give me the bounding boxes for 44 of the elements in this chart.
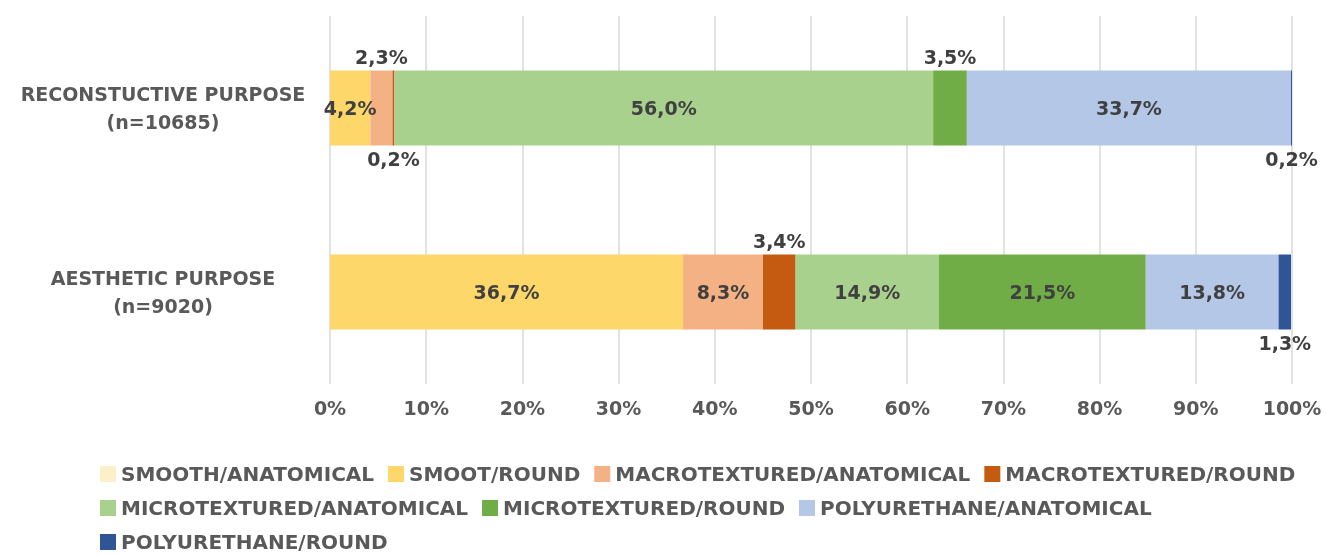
x-tick-label: 20% [499, 396, 546, 419]
x-tick-label: 80% [1076, 396, 1123, 419]
x-tick-label: 40% [692, 396, 738, 419]
legend-label: POLYURETHANE/ANATOMICAL [820, 496, 1152, 520]
legend-label: MACROTEXTURED/ROUND [1005, 462, 1296, 486]
bar [795, 254, 939, 330]
data-label: 56,0% [630, 97, 697, 119]
bar [1278, 254, 1292, 330]
x-tick-label: 30% [595, 396, 642, 419]
data-label: 3,4% [752, 230, 806, 252]
y-tick-label: RECONSTUCTIVE PURPOSE (n=10685) [20, 83, 306, 133]
x-tick-label: 50% [788, 396, 834, 419]
x-tick-label: 60% [884, 396, 930, 419]
bar [330, 254, 684, 330]
x-tick-label: 70% [980, 396, 1027, 419]
x-tick-label: 90% [1173, 396, 1219, 419]
legend-label: MICROTEXTURED/ANATOMICAL [121, 496, 469, 520]
legend-label: SMOOT/ROUND [409, 462, 581, 486]
bar [933, 70, 967, 146]
bar [394, 70, 934, 146]
x-tick-label: 100% [1262, 396, 1322, 419]
data-label: 36,7% [473, 281, 540, 303]
y-tick-label: AESTHETIC PURPOSE (n=9020) [50, 267, 276, 317]
data-label: 13,8% [1179, 281, 1246, 303]
data-label: 3,5% [923, 46, 977, 68]
legend-label: POLYURETHANE/ROUND [121, 530, 388, 554]
data-label: 8,3% [696, 281, 750, 303]
legend-label: SMOOTH/ANATOMICAL [121, 462, 375, 486]
legend-label: MACROTEXTURED/ANATOMICAL [615, 462, 971, 486]
bar [938, 254, 1146, 330]
bar [762, 254, 796, 330]
bar [966, 70, 1292, 146]
data-label: 0,2% [1265, 148, 1318, 170]
bar [1145, 254, 1279, 330]
x-tick-label: 0% [313, 396, 347, 419]
data-label: 21,5% [1009, 281, 1076, 303]
legend-label: MICROTEXTURED/ROUND [503, 496, 786, 520]
data-label: 2,3% [355, 46, 408, 68]
x-tick-label: 10% [403, 396, 449, 419]
bar [683, 254, 763, 330]
data-label: 0,2% [367, 148, 420, 170]
data-label: 33,7% [1095, 97, 1162, 119]
data-label: 1,3% [1258, 332, 1312, 354]
data-label: 14,9% [834, 281, 901, 303]
